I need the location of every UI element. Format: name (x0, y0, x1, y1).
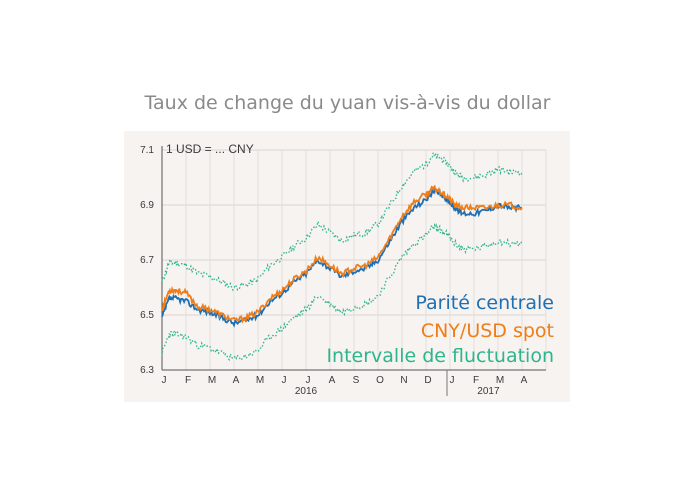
y-tick-label: 7.1 (140, 145, 154, 156)
x-tick-label: A (521, 375, 528, 386)
y-tick-label: 6.5 (140, 310, 154, 321)
x-tick-labels: J F M A M J J A S O N D J F M A 2016 2017 (162, 375, 528, 397)
spot-rate-line (161, 184, 523, 324)
x-tick-label: J (306, 375, 311, 386)
x-tick-label: A (233, 375, 240, 386)
legend-entry: Parité centrale (415, 292, 554, 314)
x-tick-label: M (256, 375, 264, 386)
year-label: 2016 (295, 386, 318, 397)
x-tick-label: N (400, 375, 407, 386)
legend-entry: CNY/USD spot (421, 320, 554, 342)
central-parity-line (161, 187, 522, 328)
x-tick-label: J (450, 375, 455, 386)
x-tick-label: J (282, 375, 287, 386)
y-tick-label: 6.9 (140, 200, 154, 211)
x-tick-label: M (496, 375, 504, 386)
x-tick-label: J (162, 375, 167, 386)
legend: Parité centrale CNY/USD spot Intervalle de… (326, 292, 554, 367)
y-tick-labels: 6.3 6.5 6.7 6.9 7.1 (140, 145, 154, 376)
x-tick-label: M (208, 375, 216, 386)
x-tick-label: D (424, 375, 431, 386)
y-tick-label: 6.7 (140, 255, 154, 266)
legend-entry: Intervalle de fluctuation (326, 345, 554, 367)
y-tick-label: 6.3 (140, 365, 154, 376)
axes (161, 146, 546, 396)
x-tick-label: F (185, 375, 191, 386)
x-tick-label: A (329, 375, 336, 386)
chart-title: Taux de change du yuan vis-à-vis du doll… (144, 92, 551, 114)
series-lines (161, 151, 523, 362)
x-tick-label: F (473, 375, 479, 386)
fluctuation-upper-line (161, 151, 523, 292)
unit-label: 1 USD = ... CNY (166, 142, 254, 156)
chart-panel (124, 131, 570, 402)
x-tick-label: O (376, 375, 384, 386)
x-tick-label: S (353, 375, 360, 386)
year-label: 2017 (477, 386, 500, 397)
